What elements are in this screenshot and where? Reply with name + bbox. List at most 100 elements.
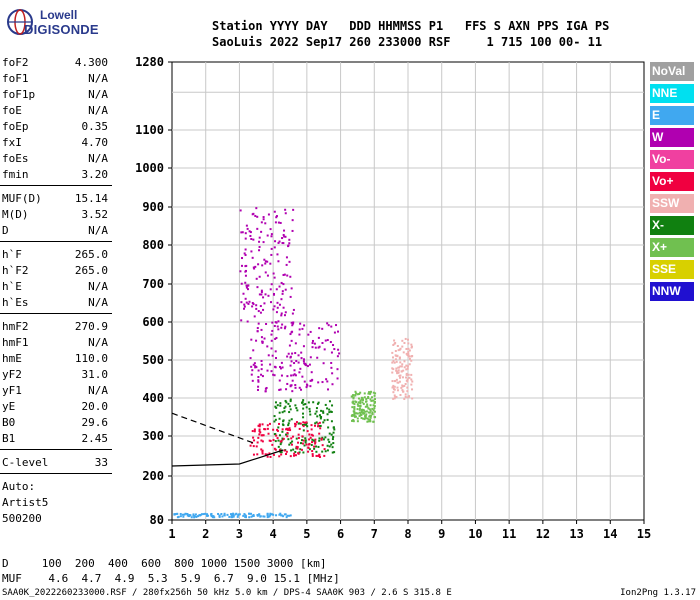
echo-point [394,358,397,361]
echo-point [328,411,331,414]
echo-point [235,512,238,515]
echo-point [277,426,280,429]
echo-point [285,453,288,456]
echo-point [291,229,294,232]
echo-point [316,356,319,359]
echo-point [325,378,328,381]
echo-point [406,396,409,399]
echo-point [307,450,310,453]
echo-point [256,453,259,456]
echo-point [321,381,324,384]
echo-point [369,414,372,417]
echo-point [299,367,302,370]
echo-point [274,366,277,369]
echo-point [355,392,358,395]
echo-point [249,444,252,447]
echo-point [297,422,300,425]
echo-point [186,512,189,515]
echo-point [269,455,272,458]
echo-point [251,305,254,308]
echo-point [282,306,285,309]
echo-point [255,445,258,448]
echo-point [298,371,301,374]
echo-point [252,453,255,456]
echo-point [314,412,317,415]
echo-point [358,392,361,395]
echo-point [240,264,243,267]
echo-point [276,404,279,407]
echo-point [232,512,235,515]
echo-point [310,428,313,431]
echo-point [404,395,407,398]
echo-point [244,248,247,251]
param-row: foEp 0.35 [2,120,110,136]
param-row: M(D) 3.52 [2,208,110,224]
echo-point [290,321,293,324]
echo-point [273,276,276,279]
echo-point [292,448,295,451]
echo-point [315,410,318,413]
echo-point [359,413,362,416]
echo-point [290,331,293,334]
echo-point [293,454,296,457]
echo-point [315,407,318,410]
echo-point [274,448,277,451]
param-value: 0.35 [81,120,109,133]
echo-point [284,212,287,215]
echo-point [365,413,368,416]
echo-point [326,339,329,342]
echo-point [272,428,275,431]
param-key: M(D) [2,208,29,221]
echo-point [276,301,279,304]
echo-point [264,293,267,296]
echo-point [285,263,288,266]
echo-point [352,394,355,397]
echo-point [304,437,307,440]
echo-point [290,418,293,421]
param-value: N/A [88,88,108,101]
echo-point [411,354,414,357]
echo-point [291,440,294,443]
echo-point [263,337,266,340]
echo-point [179,512,182,515]
echo-point [318,414,321,417]
echo-point [275,288,278,291]
echo-point [393,397,396,400]
echo-point [410,345,413,348]
echo-point [289,333,292,336]
echo-point [251,379,254,382]
echo-point [281,411,284,414]
echo-point [258,423,261,426]
echo-point [260,360,263,363]
echo-point [288,260,291,263]
echo-point [256,441,259,444]
echo-point [243,307,246,310]
echo-point [407,351,410,354]
echo-point [370,396,373,399]
echo-point [302,407,305,410]
param-value: 110.0 [74,352,108,365]
echo-point [243,305,246,308]
echo-point [367,418,370,421]
echo-point [237,514,240,517]
param-row: h`E N/A [2,280,110,296]
muf-row: MUF 4.6 4.7 4.9 5.3 5.9 6.7 9.0 15.1 [MH… [2,572,340,585]
echo-point [313,342,316,345]
echo-point [294,425,297,428]
echo-point [353,411,356,414]
echo-point [217,512,220,515]
echo-point [407,353,410,356]
echo-point [244,270,247,273]
echo-point [274,440,277,443]
echo-point [398,357,401,360]
param-row: Artist5 [2,496,110,512]
echo-point [373,398,376,401]
echo-point [274,350,277,353]
echo-point [192,514,195,517]
echo-point [250,237,253,240]
echo-point [272,272,275,275]
echo-point [326,418,329,421]
param-row: yF2 31.0 [2,368,110,384]
echo-point [309,379,312,382]
